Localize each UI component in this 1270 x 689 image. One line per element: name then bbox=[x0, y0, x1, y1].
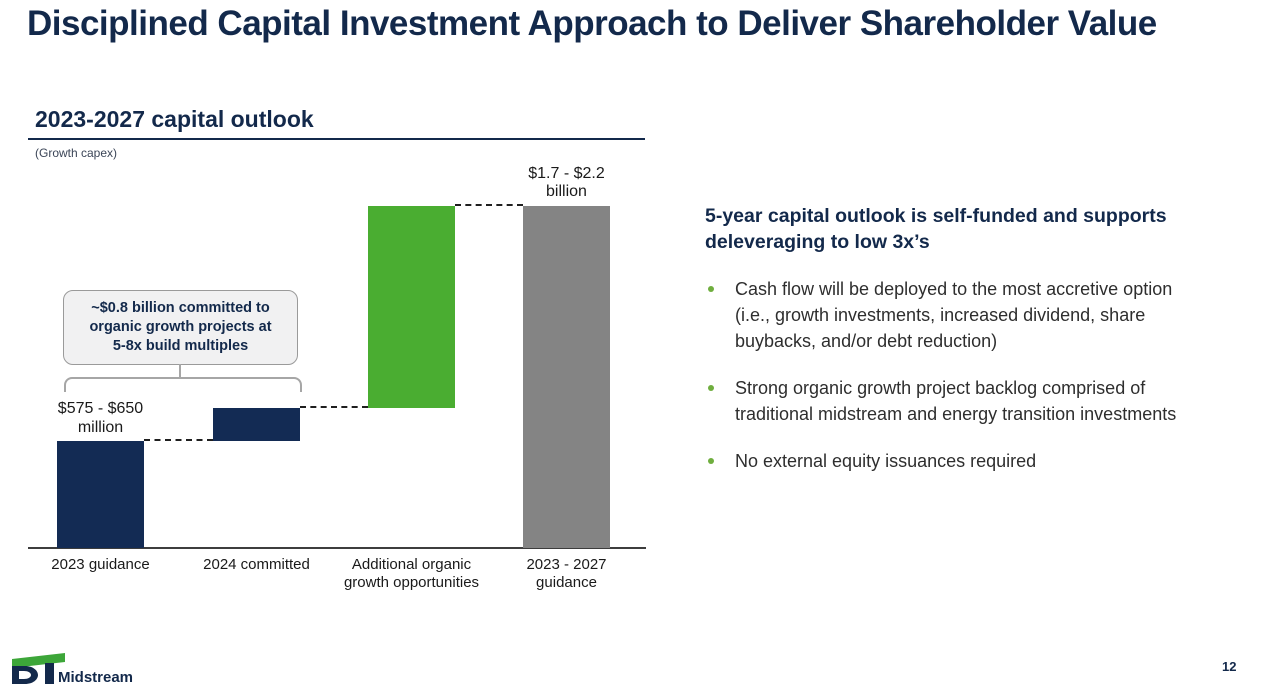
slide-title: Disciplined Capital Investment Approach … bbox=[27, 4, 1157, 43]
logo-wordmark: Midstream bbox=[58, 669, 133, 686]
commentary-panel: 5-year capital outlook is self-funded an… bbox=[705, 203, 1250, 495]
logo-d bbox=[12, 666, 38, 684]
callout-bracket bbox=[64, 377, 302, 392]
callout-bracket-stem bbox=[179, 364, 181, 378]
capital-outlook-heading: 2023-2027 capital outlook bbox=[35, 106, 314, 132]
category-label-4: 2023 - 2027 guidance bbox=[526, 556, 607, 591]
bullet-item-2: Strong organic growth project backlog co… bbox=[705, 375, 1195, 427]
bullet-list: Cash flow will be deployed to the most a… bbox=[705, 276, 1195, 474]
dashed-connector-3 bbox=[455, 203, 523, 206]
callout-box: ~$0.8 billion committed to organic growt… bbox=[63, 290, 298, 365]
value-label-4: $1.7 - $2.2 billion bbox=[528, 164, 605, 201]
bullet-text: Strong organic growth project backlog co… bbox=[735, 378, 1177, 424]
bullet-item-1: Cash flow will be deployed to the most a… bbox=[705, 276, 1195, 354]
bullet-dot-icon bbox=[708, 286, 714, 292]
waterfall-bar-3 bbox=[368, 205, 455, 408]
logo-t-stem bbox=[45, 663, 54, 684]
x-axis-line bbox=[28, 547, 646, 549]
bullet-text: Cash flow will be deployed to the most a… bbox=[735, 279, 1173, 351]
logo-t-crossbar bbox=[12, 653, 65, 668]
category-label-1: 2023 guidance bbox=[51, 556, 150, 573]
category-label-3: Additional organic growth opportunities bbox=[343, 556, 480, 591]
bullet-text: No external equity issuances required bbox=[735, 451, 1037, 471]
dt-midstream-logo: Midstream bbox=[12, 653, 133, 686]
waterfall-chart: ~$0.8 billion committed to organic growt… bbox=[0, 0, 670, 620]
dashed-connector-2 bbox=[300, 405, 368, 408]
commentary-heading: 5-year capital outlook is self-funded an… bbox=[705, 205, 1167, 253]
page-number: 12 bbox=[1222, 659, 1237, 674]
waterfall-bar-4 bbox=[523, 205, 610, 548]
category-label-2: 2024 committed bbox=[203, 556, 310, 573]
section-underline bbox=[28, 138, 645, 140]
bullet-dot-icon bbox=[708, 385, 714, 391]
value-label-1: $575 - $650 million bbox=[57, 400, 144, 436]
waterfall-bar-2 bbox=[213, 407, 300, 441]
waterfall-bar-1 bbox=[57, 441, 144, 548]
growth-capex-note: (Growth capex) bbox=[35, 146, 118, 160]
bullet-dot-icon bbox=[708, 458, 714, 464]
dashed-connector-1 bbox=[144, 439, 213, 441]
bullet-item-3: No external equity issuances required bbox=[705, 448, 1195, 474]
